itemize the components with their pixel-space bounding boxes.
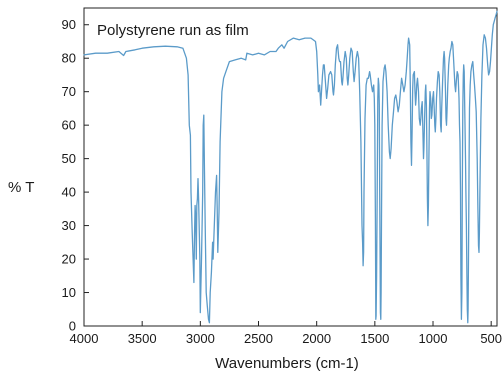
y-tick-label: 90 — [62, 17, 76, 32]
x-tick-label: 3000 — [186, 331, 215, 346]
y-tick-label: 20 — [62, 252, 76, 267]
y-tick-label: 30 — [62, 218, 76, 233]
y-tick-label: 60 — [62, 118, 76, 133]
x-tick-label: 2500 — [244, 331, 273, 346]
chart-title: Polystyrene run as film — [97, 22, 249, 39]
y-tick-label: 0 — [69, 319, 76, 334]
y-tick-label: 80 — [62, 51, 76, 66]
y-tick-label: 10 — [62, 285, 76, 300]
x-tick-label: 3500 — [128, 331, 157, 346]
x-tick-label: 1000 — [419, 331, 448, 346]
y-tick-label: 40 — [62, 185, 76, 200]
x-tick-label: 4000 — [70, 331, 99, 346]
x-tick-label: 1500 — [360, 331, 389, 346]
y-tick-label: 50 — [62, 151, 76, 166]
y-tick-label: 70 — [62, 84, 76, 99]
x-tick-label: 500 — [480, 331, 502, 346]
y-axis-ticks: 0 10 20 30 40 50 60 70 80 90 — [62, 17, 89, 334]
x-axis-label: Wavenumbers (cm-1) — [215, 355, 359, 372]
series-group — [83, 10, 498, 324]
plot-border — [83, 7, 498, 327]
plot-frame — [83, 7, 498, 327]
x-axis-ticks: 4000 3500 3000 2500 2000 1500 1000 500 — [70, 321, 502, 346]
y-axis-label: % T — [8, 179, 34, 196]
x-tick-label: 2000 — [302, 331, 331, 346]
spectrum-line — [83, 10, 498, 324]
